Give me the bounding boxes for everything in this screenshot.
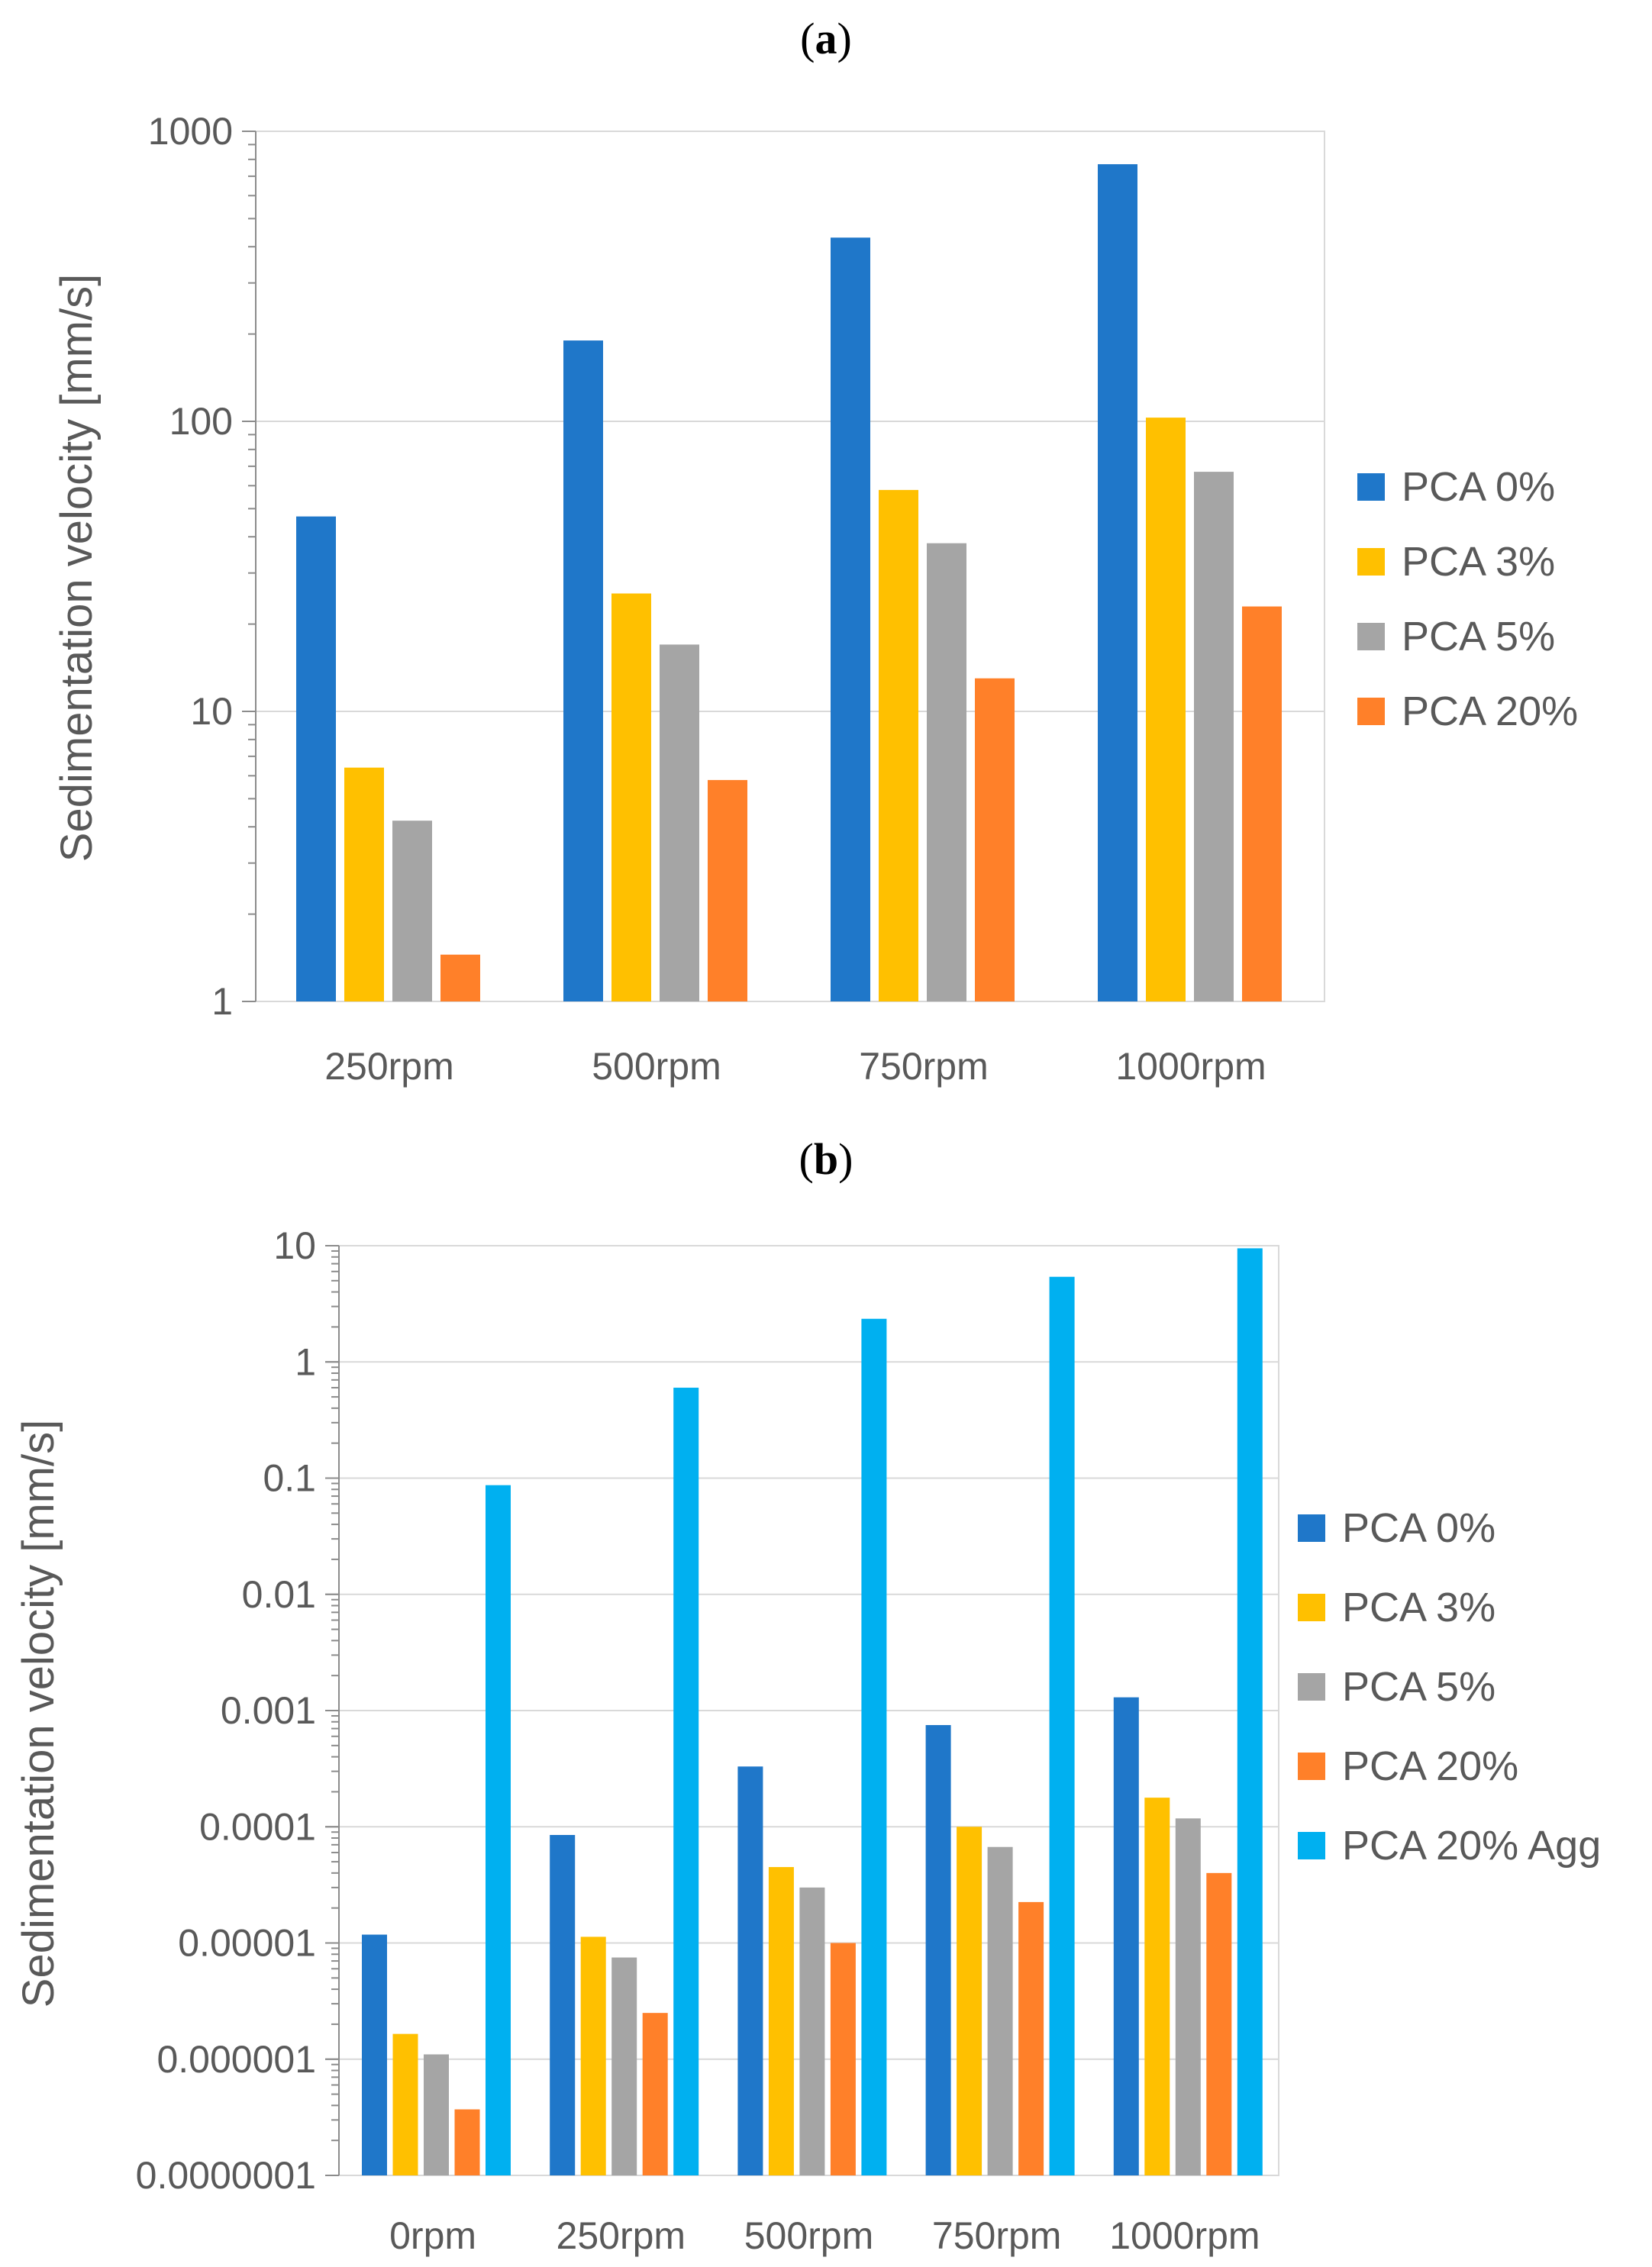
b-legend-label: PCA 3% xyxy=(1342,1585,1496,1630)
a-bar-pca-20--750rpm xyxy=(975,678,1015,1001)
b-bar-pca-3--250rpm xyxy=(580,1936,606,2175)
b-bar-pca-0--500rpm xyxy=(737,1766,763,2175)
panel-a-x-tick-labels: 250rpm 500rpm 750rpm 1000rpm xyxy=(324,1045,1266,1088)
b-bar-pca-5--1000rpm xyxy=(1175,1818,1201,2175)
b-x-tick-label: 250rpm xyxy=(557,2214,686,2257)
b-bar-pca-20-agg-250rpm xyxy=(673,1388,699,2175)
b-bar-pca-20--1000rpm xyxy=(1206,1872,1232,2175)
b-y-tick-label: 0.0000001 xyxy=(136,2154,316,2197)
a-x-tick-label: 250rpm xyxy=(324,1045,454,1088)
a-legend-swatch xyxy=(1357,548,1385,576)
a-bar-pca-0--1000rpm xyxy=(1098,164,1137,1001)
a-bar-pca-20--500rpm xyxy=(708,779,747,1001)
b-bar-pca-0--250rpm xyxy=(550,1834,576,2175)
b-legend-label: PCA 20% Agg xyxy=(1342,1823,1601,1869)
b-bar-pca-5--250rpm xyxy=(611,1957,637,2175)
a-bar-pca-20--250rpm xyxy=(440,954,480,1001)
panel-b-x-tick-labels: 0rpm 250rpm 500rpm 750rpm 1000rpm xyxy=(389,2214,1260,2257)
a-legend-swatch xyxy=(1357,473,1385,501)
b-bar-pca-20-agg-750rpm xyxy=(1049,1276,1075,2175)
b-y-tick-label: 10 xyxy=(273,1224,316,1267)
a-x-tick-label: 1000rpm xyxy=(1115,1045,1266,1088)
a-bar-pca-0--500rpm xyxy=(563,340,603,1002)
b-y-tick-label: 1 xyxy=(295,1340,316,1383)
b-bar-pca-20--750rpm xyxy=(1018,1901,1044,2175)
b-bar-pca-20-agg-0rpm xyxy=(486,1485,511,2175)
b-bar-pca-0--750rpm xyxy=(925,1725,951,2175)
a-bar-pca-3--500rpm xyxy=(611,593,651,1001)
b-bar-pca-5--500rpm xyxy=(799,1887,825,2175)
a-legend-swatch xyxy=(1357,698,1385,725)
b-legend-label: PCA 5% xyxy=(1342,1664,1496,1710)
b-bar-pca-0--1000rpm xyxy=(1113,1697,1139,2175)
a-legend-label: PCA 5% xyxy=(1402,614,1555,659)
a-y-tick-label: 10 xyxy=(190,690,233,733)
a-x-tick-label: 500rpm xyxy=(592,1045,721,1088)
panel-b-bars xyxy=(362,1248,1263,2175)
b-legend-label: PCA 0% xyxy=(1342,1505,1496,1551)
b-legend-swatch xyxy=(1298,1514,1325,1542)
a-y-tick-label: 1 xyxy=(211,980,233,1023)
a-bar-pca-0--750rpm xyxy=(831,237,870,1001)
b-bar-pca-3--500rpm xyxy=(768,1867,794,2175)
b-bar-pca-20-agg-500rpm xyxy=(861,1318,887,2175)
a-bar-pca-5--1000rpm xyxy=(1194,472,1234,1001)
panel-b-y-tick-labels: 0.0000001 0.000001 0.00001 0.0001 0.001 0.01 0… xyxy=(136,1224,316,2197)
b-legend-swatch xyxy=(1298,1832,1325,1859)
b-x-tick-label: 750rpm xyxy=(932,2214,1062,2257)
b-bar-pca-0--0rpm xyxy=(362,1934,387,2175)
b-x-tick-label: 0rpm xyxy=(389,2214,476,2257)
panel-b-y-axis-title: Sedimentation velocity [mm/s] xyxy=(14,1420,63,2007)
a-bar-pca-20--1000rpm xyxy=(1242,606,1282,1001)
a-bar-pca-3--750rpm xyxy=(879,489,918,1001)
b-y-tick-label: 0.000001 xyxy=(156,2038,316,2081)
panel-a-legend: PCA 0% PCA 3% PCA 5% PCA 20% xyxy=(1357,464,1578,734)
panel-a-bars xyxy=(296,164,1282,1002)
panel-b-label: (b) xyxy=(799,1134,853,1184)
b-bar-pca-5--750rpm xyxy=(987,1846,1013,2175)
panel-b-legend: PCA 0% PCA 3% PCA 5% PCA 20% PCA 20% Agg xyxy=(1298,1505,1601,1869)
b-y-tick-label: 0.1 xyxy=(263,1457,316,1500)
panel-a-y-axis-title: Sedimentation velocity [mm/s] xyxy=(52,274,102,862)
a-bar-pca-0--250rpm xyxy=(296,516,336,1001)
b-y-tick-label: 0.001 xyxy=(221,1689,316,1732)
b-bar-pca-20--0rpm xyxy=(454,2109,480,2175)
chart-panel-a: (a) 1 10 100 1000 250rpm 500rpm 750rpm 1000rpm… xyxy=(52,14,1578,1088)
a-bar-pca-5--250rpm xyxy=(392,821,432,1001)
b-legend-swatch xyxy=(1298,1594,1325,1621)
b-bar-pca-3--750rpm xyxy=(957,1827,982,2175)
a-x-tick-label: 750rpm xyxy=(859,1045,989,1088)
a-bar-pca-3--1000rpm xyxy=(1146,418,1186,1001)
b-y-tick-label: 0.01 xyxy=(242,1573,316,1616)
b-y-tick-label: 0.0001 xyxy=(199,1805,316,1848)
a-legend-swatch xyxy=(1357,623,1385,650)
b-legend-swatch xyxy=(1298,1753,1325,1780)
panel-b-axes xyxy=(325,1245,340,2176)
b-bar-pca-20--500rpm xyxy=(830,1943,856,2175)
panel-a-y-tick-labels: 1 10 100 1000 xyxy=(148,110,233,1023)
b-bar-pca-3--1000rpm xyxy=(1144,1798,1170,2175)
chart-panel-b: (b) 0.00000010.0000010.000010.00010.0010… xyxy=(14,1134,1601,2257)
a-legend-label: PCA 0% xyxy=(1402,464,1555,510)
a-bar-pca-5--750rpm xyxy=(927,543,966,1001)
b-x-tick-label: 1000rpm xyxy=(1109,2214,1260,2257)
panel-a-axes xyxy=(242,131,257,1002)
b-bar-pca-3--0rpm xyxy=(392,2033,418,2175)
panel-a-label: (a) xyxy=(800,14,852,63)
a-legend-label: PCA 3% xyxy=(1402,539,1555,585)
a-y-tick-label: 100 xyxy=(169,400,233,443)
a-bar-pca-3--250rpm xyxy=(344,767,384,1001)
b-legend-label: PCA 20% xyxy=(1342,1743,1518,1789)
a-bar-pca-5--500rpm xyxy=(660,644,699,1001)
b-bar-pca-20-agg-1000rpm xyxy=(1237,1248,1263,2175)
b-bar-pca-5--0rpm xyxy=(424,2054,449,2175)
b-legend-swatch xyxy=(1298,1673,1325,1701)
b-bar-pca-20--250rpm xyxy=(642,2013,668,2175)
a-y-tick-label: 1000 xyxy=(148,110,233,153)
b-y-tick-label: 0.00001 xyxy=(178,1922,316,1965)
b-x-tick-label: 500rpm xyxy=(744,2214,874,2257)
a-legend-label: PCA 20% xyxy=(1402,688,1578,734)
